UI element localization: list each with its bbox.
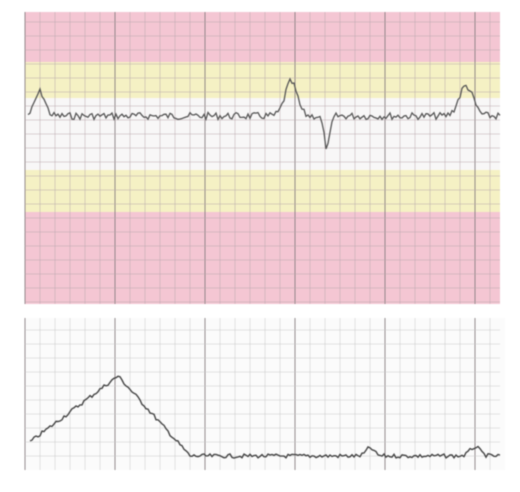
contraction-panel: [25, 318, 505, 470]
band-pink: [25, 212, 500, 304]
band-pink: [25, 12, 500, 62]
band-yellow: [25, 170, 500, 212]
heart-rate-panel: [25, 12, 500, 304]
band-yellow: [25, 62, 500, 98]
